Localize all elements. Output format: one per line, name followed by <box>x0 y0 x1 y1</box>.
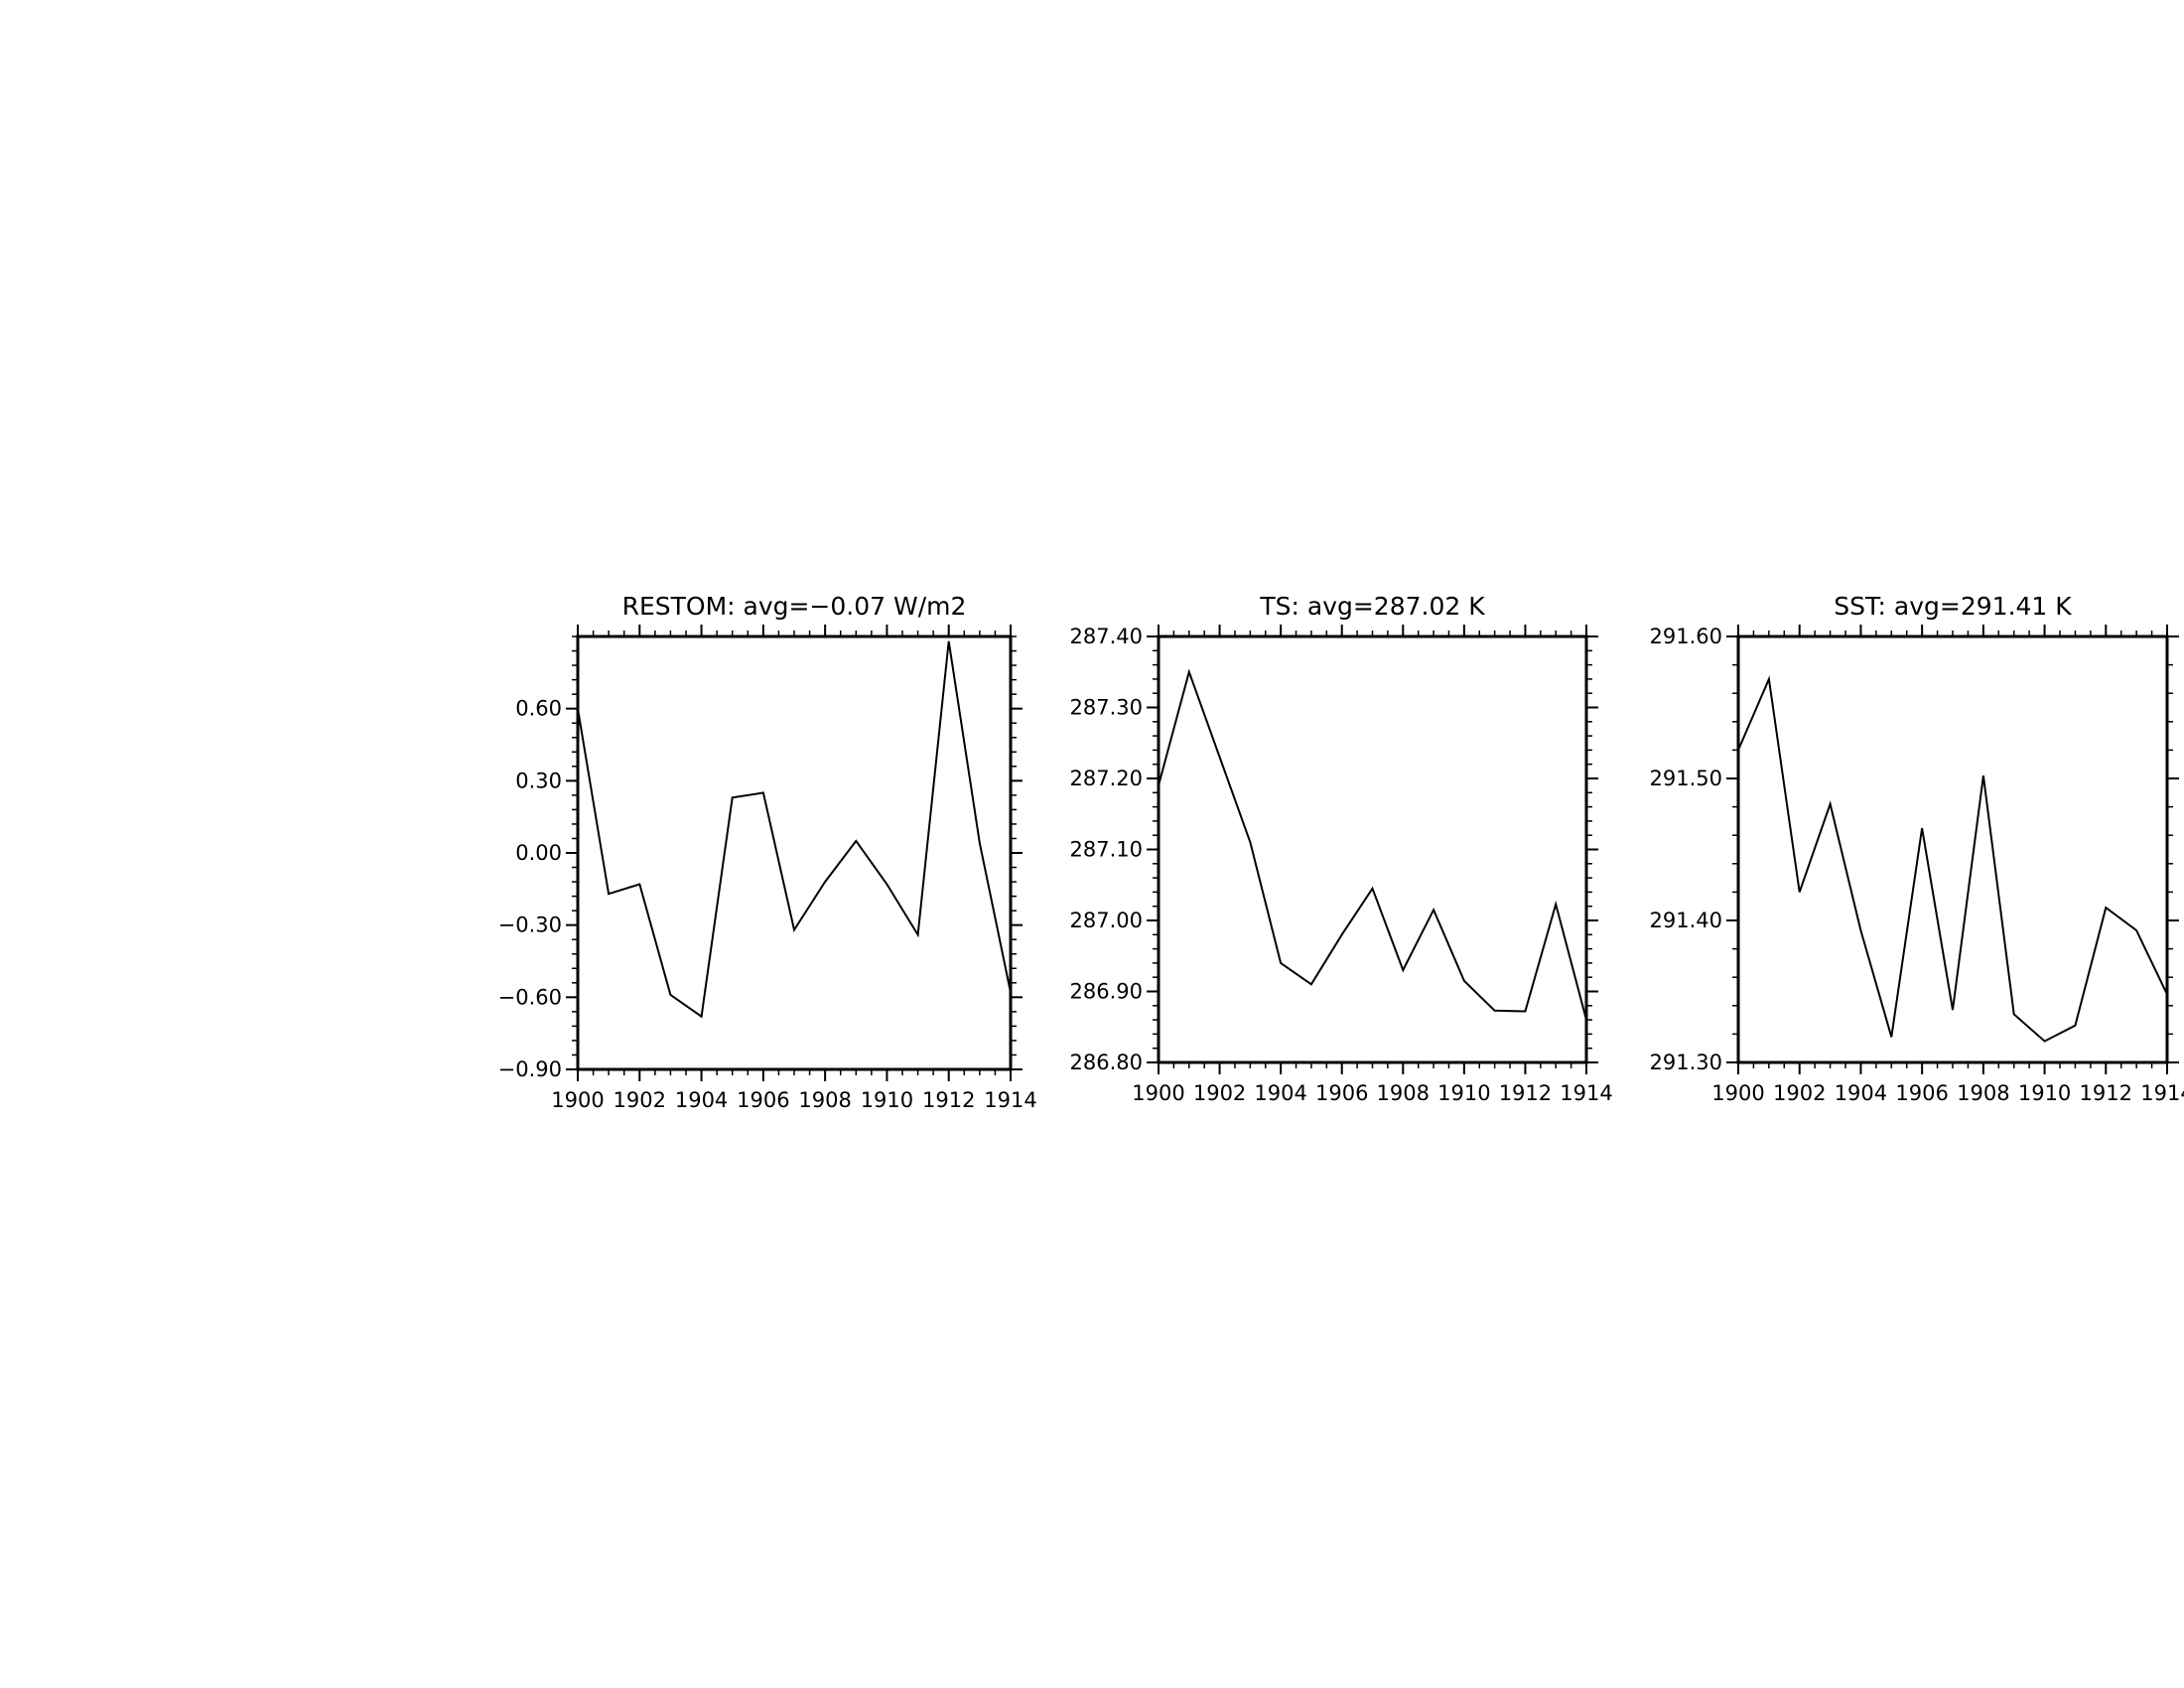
ts-y-tick-label: 286.80 <box>1070 1051 1143 1074</box>
restom-x-tick-label: 1906 <box>737 1088 789 1112</box>
ts-panel: TS: avg=287.02 K 1900 1902 1904 1906 190… <box>1070 592 1613 1105</box>
sst-y-tick-label: 291.50 <box>1650 767 1722 790</box>
sst-x-tick-label: 1914 <box>2140 1081 2184 1105</box>
sst-x-tick-label: 1906 <box>1895 1081 1948 1105</box>
ts-series-line <box>1158 668 1587 1021</box>
restom-y-tick-label: −0.60 <box>498 985 562 1009</box>
restom-x-tick-label: 1908 <box>798 1088 851 1112</box>
sst-x-tick-labels: 1900 1902 1904 1906 1908 1910 1912 1914 <box>1711 1081 2184 1105</box>
sst-plot-frame <box>1736 634 2169 1064</box>
ts-y-tick-label: 287.10 <box>1070 838 1143 862</box>
restom-y-tick-label: −0.30 <box>498 914 562 937</box>
ts-x-tick-label: 1914 <box>1560 1081 1612 1105</box>
ts-y-tick-label: 287.30 <box>1070 696 1143 720</box>
ts-x-tick-label: 1912 <box>1499 1081 1552 1105</box>
ts-x-tick-label: 1902 <box>1193 1081 1246 1105</box>
sst-major-ticks <box>1726 625 2179 1074</box>
sst-panel: SST: avg=291.41 K 1900 1902 1904 1906 19… <box>1650 592 2184 1105</box>
restom-y-tick-label: −0.90 <box>498 1057 562 1081</box>
sst-x-tick-label: 1910 <box>2018 1081 2071 1105</box>
sst-y-tick-labels: 291.30 291.40 291.50 291.60 <box>1650 625 1722 1074</box>
restom-y-tick-label: 0.00 <box>515 841 562 865</box>
ts-x-tick-label: 1906 <box>1315 1081 1368 1105</box>
restom-major-ticks <box>566 625 1023 1081</box>
restom-plot-frame <box>576 634 1013 1071</box>
ts-y-tick-label: 286.90 <box>1070 980 1143 1004</box>
ts-y-tick-label: 287.20 <box>1070 767 1143 790</box>
ts-y-tick-label: 287.40 <box>1070 625 1143 648</box>
ts-title: TS: avg=287.02 K <box>1259 592 1485 621</box>
sst-x-tick-label: 1900 <box>1711 1081 1764 1105</box>
sst-y-tick-label: 291.30 <box>1650 1051 1722 1074</box>
restom-y-tick-label: 0.30 <box>515 769 562 792</box>
ts-x-tick-label: 1900 <box>1132 1081 1184 1105</box>
restom-x-tick-labels: 1900 1902 1904 1906 1908 1910 1912 1914 <box>551 1088 1036 1112</box>
sst-x-tick-label: 1904 <box>1835 1081 1887 1105</box>
restom-title: RESTOM: avg=−0.07 W/m2 <box>622 592 967 621</box>
ts-x-tick-label: 1910 <box>1437 1081 1490 1105</box>
sst-y-tick-label: 291.40 <box>1650 909 1722 932</box>
sst-x-tick-label: 1908 <box>1957 1081 2009 1105</box>
restom-series-line <box>577 640 1012 1019</box>
ts-y-tick-labels: 286.80 286.90 287.00 287.10 287.20 287.3… <box>1070 625 1143 1074</box>
sst-x-tick-label: 1902 <box>1773 1081 1826 1105</box>
sst-title: SST: avg=291.41 K <box>1834 592 2072 621</box>
sst-series-line <box>1737 675 2168 1043</box>
ts-plot-frame <box>1157 634 1588 1064</box>
sst-y-tick-label: 291.60 <box>1650 625 1722 648</box>
ts-y-tick-label: 287.00 <box>1070 909 1143 932</box>
restom-panel: RESTOM: avg=−0.07 W/m2 1900 1902 1904 19… <box>498 592 1037 1112</box>
restom-y-tick-label: 0.60 <box>515 697 562 721</box>
restom-x-tick-label: 1902 <box>614 1088 666 1112</box>
restom-x-tick-label: 1912 <box>922 1088 975 1112</box>
restom-x-tick-label: 1904 <box>675 1088 728 1112</box>
restom-x-tick-label: 1910 <box>861 1088 913 1112</box>
ts-x-tick-label: 1908 <box>1377 1081 1430 1105</box>
sst-x-tick-label: 1912 <box>2080 1081 2132 1105</box>
ts-major-ticks <box>1147 625 1598 1074</box>
restom-y-tick-labels: −0.90 −0.60 −0.30 0.00 0.30 0.60 <box>498 697 562 1081</box>
ts-x-tick-label: 1904 <box>1254 1081 1306 1105</box>
restom-x-tick-label: 1914 <box>984 1088 1036 1112</box>
restom-x-tick-label: 1900 <box>551 1088 604 1112</box>
ts-x-tick-labels: 1900 1902 1904 1906 1908 1910 1912 1914 <box>1132 1081 1612 1105</box>
